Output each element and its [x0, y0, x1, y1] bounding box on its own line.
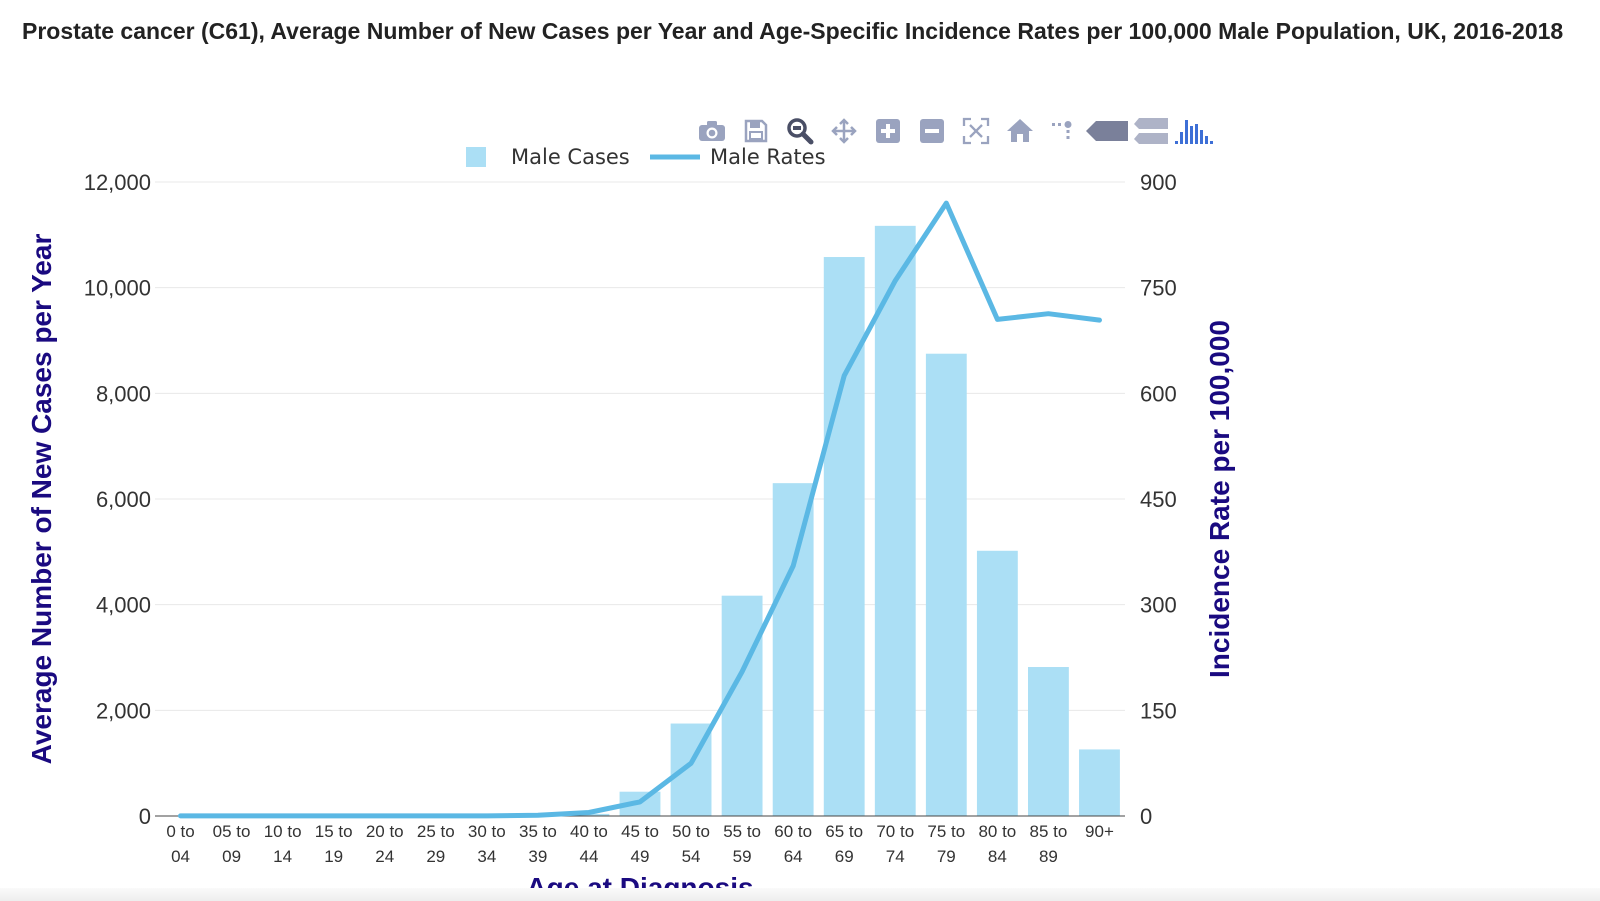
y-tick-label: 12,000: [84, 170, 151, 195]
rate-point-18: [1097, 318, 1102, 323]
x-tick-label: 19: [324, 847, 343, 866]
x-tick-label: 70 to: [876, 822, 914, 841]
rate-point-7: [535, 813, 540, 818]
rate-point-6: [484, 813, 489, 818]
y-tick-label: 4,000: [96, 593, 151, 618]
y2-tick-label: 600: [1140, 381, 1177, 406]
hover-compare-icon[interactable]: [1130, 114, 1174, 148]
y2-tick-label: 450: [1140, 487, 1177, 512]
zoom-out-icon[interactable]: [910, 114, 954, 148]
x-tick-label: 74: [886, 847, 905, 866]
x-tick-label: 20 to: [366, 822, 404, 841]
rate-point-4: [382, 813, 387, 818]
hover-closest-icon[interactable]: [1086, 114, 1130, 148]
x-tick-label: 25 to: [417, 822, 455, 841]
bar-16: [976, 550, 1018, 816]
spike-lines-icon[interactable]: [1042, 114, 1086, 148]
y2-tick-label: 300: [1140, 593, 1177, 618]
x-tick-label: 75 to: [927, 822, 965, 841]
x-tick-label: 90+: [1085, 822, 1114, 841]
page-bottom-edge: [0, 888, 1600, 901]
legend-label-cases: Male Cases: [511, 145, 630, 169]
x-tick-label: 15 to: [315, 822, 353, 841]
page-title: Prostate cancer (C61), Average Number of…: [22, 18, 1564, 44]
y2-tick-label: 150: [1140, 698, 1177, 723]
x-tick-label: 10 to: [264, 822, 302, 841]
x-tick-label: 04: [171, 847, 190, 866]
x-tick-label: 44: [579, 847, 598, 866]
y-axis-title: Average Number of New Cases per Year: [26, 234, 57, 765]
rate-point-9: [638, 799, 642, 804]
x-tick-label: 55 to: [723, 822, 761, 841]
y-tick-label: 6,000: [96, 487, 151, 512]
y2-tick-label: 0: [1140, 804, 1152, 829]
rate-point-14: [893, 278, 898, 283]
pan-icon[interactable]: [822, 114, 866, 148]
rate-point-16: [995, 317, 1000, 322]
rate-point-17: [1046, 311, 1051, 316]
legend-label-rates: Male Rates: [710, 145, 826, 169]
rate-point-1: [229, 813, 234, 818]
x-tick-label: 24: [375, 847, 394, 866]
home-icon[interactable]: [998, 114, 1042, 148]
x-tick-label: 40 to: [570, 822, 608, 841]
x-tick-label: 89: [1039, 847, 1058, 866]
zoom-in-icon[interactable]: [866, 114, 910, 148]
x-tick-label: 60 to: [774, 822, 812, 841]
x-tick-label: 84: [988, 847, 1007, 866]
rate-point-5: [433, 813, 438, 818]
legend-swatch-cases: [466, 147, 486, 167]
bar-18: [1079, 749, 1120, 816]
x-tick-label: 64: [784, 847, 803, 866]
rate-point-0: [178, 813, 183, 818]
zoom-icon[interactable]: [778, 114, 822, 148]
x-tick-label: 65 to: [825, 822, 863, 841]
x-tick-label: 39: [528, 847, 547, 866]
x-tick-label: 09: [222, 847, 241, 866]
x-tick-label: 69: [835, 847, 854, 866]
rate-point-11: [740, 669, 745, 674]
x-tick-label: 35 to: [519, 822, 557, 841]
save-icon[interactable]: [734, 114, 778, 148]
bar-11: [721, 595, 763, 816]
rate-point-8: [586, 810, 591, 815]
bar-14: [874, 225, 916, 816]
x-tick-label: 0 to: [166, 822, 194, 841]
camera-icon[interactable]: [690, 114, 734, 148]
x-tick-label: 14: [273, 847, 292, 866]
x-tick-label: 50 to: [672, 822, 710, 841]
plotly-logo-icon[interactable]: [1174, 114, 1218, 148]
bar-17: [1028, 667, 1069, 816]
x-tick-label: 59: [733, 847, 752, 866]
y2-tick-label: 750: [1140, 276, 1177, 301]
bar-15: [925, 353, 967, 816]
x-tick-label: 29: [426, 847, 445, 866]
y-tick-label: 8,000: [96, 381, 151, 406]
rate-point-13: [842, 373, 847, 378]
rate-point-10: [689, 761, 694, 766]
rate-point-12: [791, 563, 796, 568]
chart-toolbar: [690, 114, 1218, 148]
x-tick-label: 85 to: [1030, 822, 1068, 841]
y2-tick-label: 900: [1140, 170, 1177, 195]
rate-point-3: [331, 813, 336, 818]
y-tick-label: 2,000: [96, 698, 151, 723]
rate-point-15: [944, 201, 949, 206]
x-tick-label: 34: [477, 847, 496, 866]
x-tick-label: 54: [682, 847, 701, 866]
x-tick-label: 80 to: [978, 822, 1016, 841]
rate-point-2: [280, 813, 285, 818]
x-tick-label: 79: [937, 847, 956, 866]
bar-13: [823, 257, 865, 817]
y2-axis-title: Incidence Rate per 100,000: [1204, 320, 1235, 678]
bar-12: [772, 483, 814, 816]
y-tick-label: 0: [139, 804, 151, 829]
x-tick-label: 49: [631, 847, 650, 866]
x-tick-label: 30 to: [468, 822, 506, 841]
y-tick-label: 10,000: [84, 276, 151, 301]
autoscale-icon[interactable]: [954, 114, 998, 148]
x-tick-label: 05 to: [213, 822, 251, 841]
x-tick-label: 45 to: [621, 822, 659, 841]
